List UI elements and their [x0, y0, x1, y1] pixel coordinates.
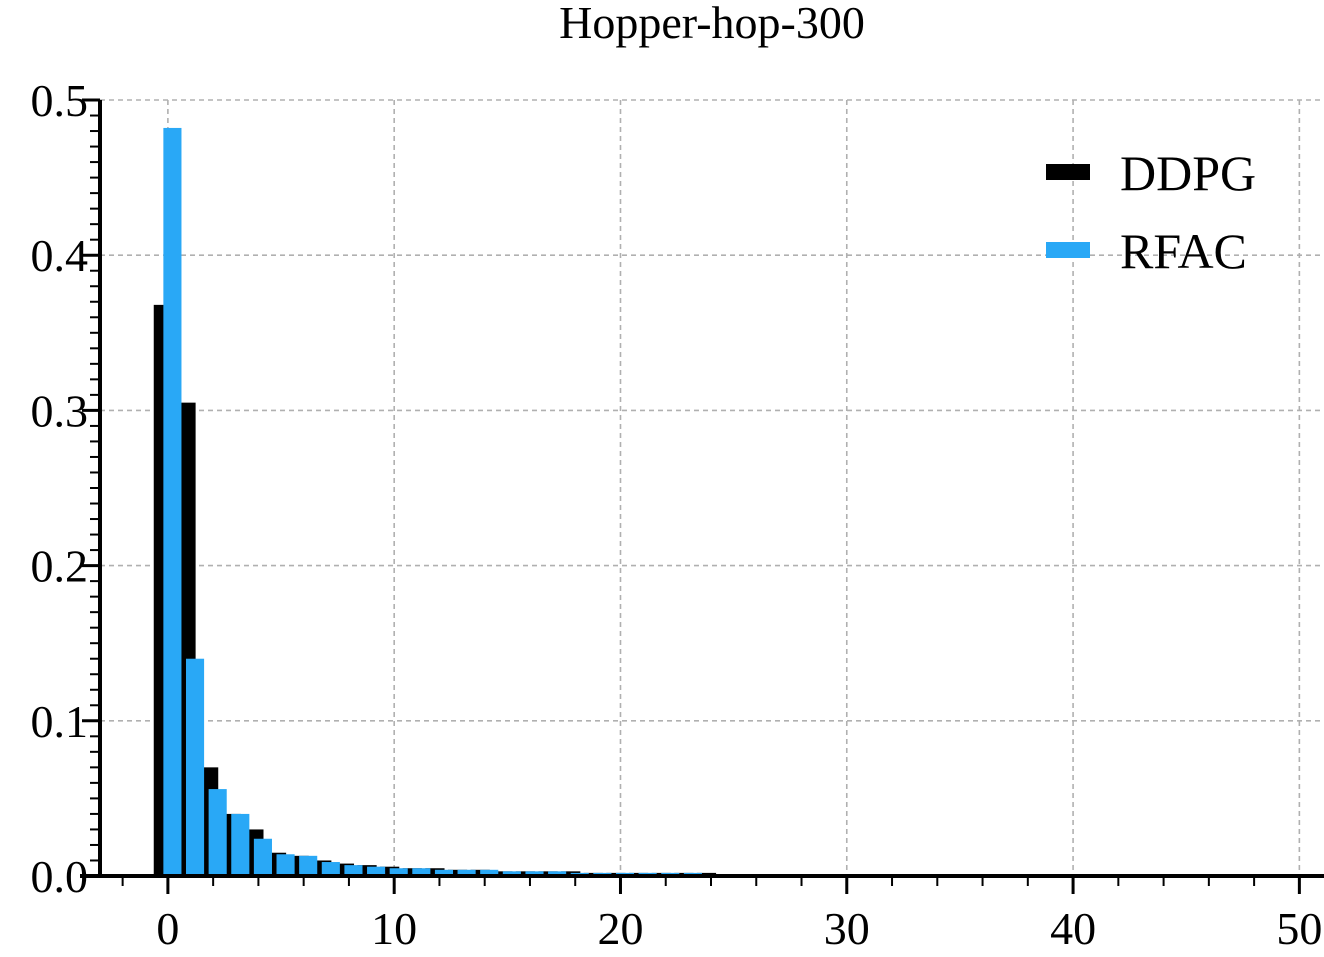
bar-rfac-15 — [502, 871, 521, 876]
bar-rfac-13 — [457, 869, 476, 876]
bar-ddpg-10 — [380, 866, 400, 876]
bar-rfac-4 — [253, 838, 272, 876]
x-tick-label: 40 — [1050, 903, 1096, 954]
y-tick-label: 0.0 — [31, 851, 89, 902]
axes-layer: 0.0 0.1 0.2 0.3 0.4 0.5 0 10 20 30 40 50 — [31, 75, 1324, 954]
x-tick-label: 30 — [824, 903, 870, 954]
y-tick-label: 0.3 — [31, 385, 89, 436]
y-tick-label: 0.4 — [31, 230, 89, 281]
bar-rfac-3 — [231, 813, 250, 876]
y-tick-label: 0.1 — [31, 696, 89, 747]
legend-label-ddpg: DDPG — [1120, 145, 1256, 201]
bar-rfac-9 — [367, 866, 386, 876]
bar-rfac-6 — [299, 855, 318, 876]
x-tick-label: 20 — [597, 903, 643, 954]
y-tick-label: 0.5 — [31, 75, 89, 126]
bar-rfac-1 — [185, 658, 205, 876]
bar-rfac-0 — [163, 127, 182, 877]
legend-label-rfac: RFAC — [1120, 223, 1247, 279]
bar-rfac-16 — [525, 871, 544, 876]
y-tick-label: 0.2 — [31, 541, 89, 592]
bar-rfac-12 — [434, 869, 454, 876]
x-tick-label: 10 — [371, 903, 417, 954]
bar-rfac-8 — [344, 865, 363, 876]
chart-title: Hopper-hop-300 — [559, 0, 865, 48]
bar-rfac-17 — [548, 871, 567, 876]
bars-layer — [153, 127, 816, 877]
legend-swatch-rfac — [1046, 242, 1090, 258]
bar-rfac-5 — [276, 854, 295, 876]
legend-swatch-ddpg — [1046, 164, 1090, 180]
x-tick-label: 50 — [1276, 903, 1322, 954]
legend: DDPG RFAC — [1046, 145, 1256, 279]
bar-rfac-10 — [389, 868, 408, 876]
bar-rfac-7 — [321, 862, 340, 876]
bar-rfac-2 — [208, 789, 227, 876]
bar-rfac-14 — [480, 869, 499, 876]
bar-rfac-11 — [412, 868, 431, 876]
x-tick-label: 0 — [156, 903, 179, 954]
grid-layer — [100, 99, 1322, 877]
